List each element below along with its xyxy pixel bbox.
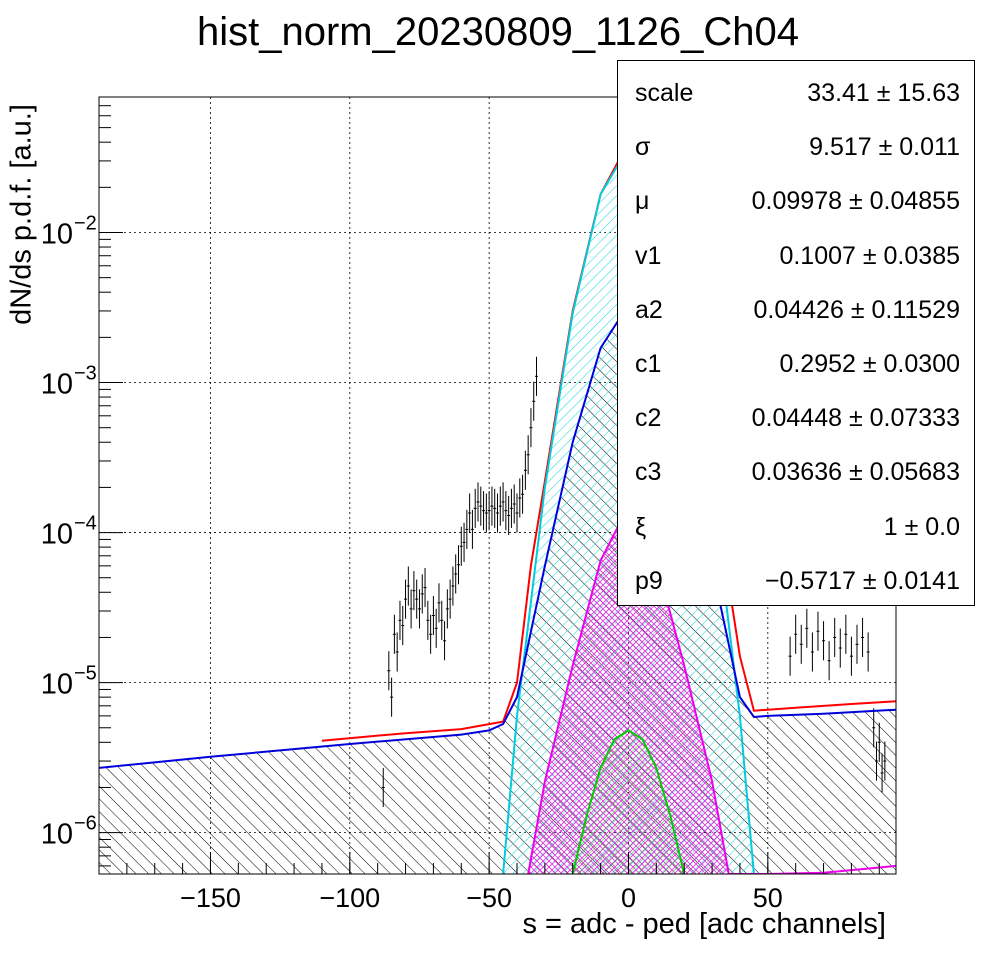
y-tick-label: 10 bbox=[41, 369, 73, 401]
stat-name: c3 bbox=[635, 458, 662, 487]
stat-value: 0.09978 ± 0.04855 bbox=[751, 187, 960, 216]
x-tick-label: 50 bbox=[753, 883, 783, 913]
x-tick-label: −150 bbox=[180, 883, 241, 913]
stat-value: 0.04426 ± 0.11529 bbox=[753, 295, 961, 324]
stat-row: v1 0.1007 ± 0.0385 bbox=[618, 228, 976, 282]
y-tick-exponent: −4 bbox=[74, 513, 97, 535]
stat-row: μ 0.09978 ± 0.04855 bbox=[618, 173, 976, 227]
background-curve bbox=[99, 302, 896, 769]
y-tick-exponent: −6 bbox=[74, 813, 97, 835]
x-tick-label: 0 bbox=[621, 883, 636, 913]
stat-row: c1 0.2952 ± 0.0300 bbox=[618, 336, 976, 390]
stat-row: c2 0.04448 ± 0.07333 bbox=[618, 390, 976, 444]
stat-name: scale bbox=[635, 79, 694, 107]
stat-value: −0.5717 ± 0.0141 bbox=[764, 566, 960, 595]
stat-value: 1 ± 0.0 bbox=[883, 512, 960, 541]
stat-value: 33.41 ± 15.63 bbox=[807, 79, 960, 107]
stat-name: ξ bbox=[635, 512, 647, 541]
stat-row: a2 0.04426 ± 0.11529 bbox=[618, 282, 976, 336]
stat-row: p9 −0.5717 ± 0.0141 bbox=[618, 553, 976, 607]
stat-value: 0.04448 ± 0.07333 bbox=[751, 404, 960, 433]
green-component-curve bbox=[571, 729, 686, 874]
component-hatch bbox=[528, 506, 729, 874]
stat-value: 0.1007 ± 0.0385 bbox=[779, 241, 960, 270]
stat-value: 0.2952 ± 0.0300 bbox=[779, 350, 960, 378]
data-points bbox=[381, 356, 887, 808]
y-tick-label: 10 bbox=[41, 218, 73, 250]
stat-name: σ bbox=[635, 133, 651, 162]
stat-value: 9.517 ± 0.011 bbox=[809, 133, 960, 162]
chart-title: hist_norm_20230809_1126_Ch04 bbox=[197, 10, 799, 54]
stat-name: μ bbox=[635, 187, 650, 216]
stat-name: v1 bbox=[635, 241, 662, 270]
x-tick-label: −50 bbox=[466, 883, 512, 913]
y-tick-label: 10 bbox=[41, 819, 73, 851]
y-tick-label: 10 bbox=[41, 669, 73, 701]
stat-value: 0.03636 ± 0.05683 bbox=[751, 458, 960, 487]
stat-row: scale 33.41 ± 15.63 bbox=[618, 65, 976, 119]
fit-stats-box: scale 33.41 ± 15.63 σ 9.517 ± 0.011 μ 0.09978… bbox=[617, 60, 975, 606]
stat-name: c1 bbox=[635, 350, 662, 378]
stat-row: ξ 1 ± 0.0 bbox=[618, 499, 976, 553]
y-tick-exponent: −5 bbox=[74, 663, 97, 685]
stat-row: c3 0.03636 ± 0.05683 bbox=[618, 444, 976, 498]
y-tick-exponent: −3 bbox=[74, 363, 97, 385]
x-axis-label: s = adc - ped [adc channels] bbox=[522, 908, 886, 940]
stat-row: σ 9.517 ± 0.011 bbox=[618, 119, 976, 173]
stat-name: p9 bbox=[635, 566, 663, 595]
stat-name: c2 bbox=[635, 404, 662, 433]
x-tick-label: −100 bbox=[319, 883, 380, 913]
y-tick-exponent: −2 bbox=[74, 212, 97, 234]
green-component-hatch bbox=[572, 730, 685, 874]
y-tick-label: 10 bbox=[41, 519, 73, 551]
stat-name: a2 bbox=[635, 295, 663, 324]
